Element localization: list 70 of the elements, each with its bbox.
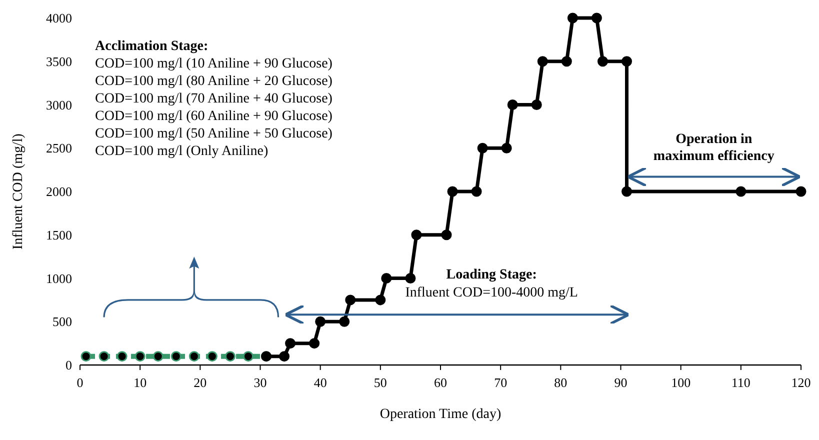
point bbox=[591, 12, 602, 24]
annotation: Operation in maximum efficiency bbox=[653, 132, 774, 164]
point bbox=[405, 273, 416, 284]
point bbox=[116, 351, 128, 362]
point bbox=[796, 186, 806, 197]
x-tick-label: 60 bbox=[434, 375, 447, 390]
point bbox=[537, 56, 548, 67]
y-axis-title: Influent COD (mg/l) bbox=[11, 133, 26, 250]
x-tick-label: 50 bbox=[374, 375, 387, 390]
x-tick-label: 80 bbox=[554, 375, 568, 390]
point bbox=[471, 186, 482, 197]
point bbox=[531, 100, 542, 110]
point bbox=[98, 351, 110, 362]
point bbox=[224, 351, 236, 362]
point bbox=[622, 56, 632, 67]
point bbox=[309, 338, 320, 349]
annotation: Loading Stage: bbox=[446, 268, 537, 283]
x-tick-label: 10 bbox=[134, 375, 147, 390]
y-tick-label: 500 bbox=[52, 314, 72, 330]
point bbox=[411, 230, 422, 240]
y-tick-label: 1500 bbox=[46, 227, 72, 242]
x-tick-label: 40 bbox=[314, 375, 327, 390]
annotation: COD=100 mg/l (50 Aniline + 50 Glucose) bbox=[95, 126, 333, 142]
annotation: Influent COD=100-4000 mg/L bbox=[405, 286, 578, 301]
point bbox=[375, 294, 386, 306]
point bbox=[381, 273, 392, 284]
point bbox=[501, 142, 512, 154]
y-tick-label: 3000 bbox=[46, 97, 72, 112]
point bbox=[345, 294, 356, 306]
point bbox=[561, 56, 572, 67]
y-tick-label: 2000 bbox=[46, 184, 72, 199]
y-tick-label: 1000 bbox=[46, 270, 72, 286]
x-tick-label: 0 bbox=[76, 375, 84, 390]
annotation: COD=100 mg/l (60 Aniline + 90 Glucose) bbox=[95, 109, 333, 124]
y-tick-label: 2500 bbox=[46, 140, 72, 156]
point bbox=[736, 186, 746, 197]
y-tick-label: 4000 bbox=[46, 10, 72, 26]
point bbox=[507, 100, 518, 110]
y-tick-label: 0 bbox=[66, 358, 72, 372]
point bbox=[339, 316, 350, 327]
point bbox=[477, 142, 488, 154]
x-tick-label: 110 bbox=[731, 375, 750, 390]
point bbox=[170, 351, 182, 362]
x-axis-title: Operation Time (day) bbox=[380, 407, 502, 422]
point bbox=[597, 56, 608, 67]
point bbox=[447, 186, 458, 197]
point bbox=[567, 12, 578, 24]
annotation: COD=100 mg/l (10 Aniline + 90 Glucose) bbox=[95, 56, 333, 72]
y-tick-label: 3500 bbox=[46, 54, 72, 69]
point bbox=[285, 338, 296, 349]
x-tick-label: 70 bbox=[494, 375, 508, 390]
annotation: COD=100 mg/l (70 Aniline + 40 Glucose) bbox=[95, 92, 333, 106]
point bbox=[279, 351, 290, 362]
point bbox=[242, 351, 254, 362]
annotation: Acclimation Stage: bbox=[95, 39, 208, 54]
point bbox=[134, 351, 146, 362]
x-tick-label: 20 bbox=[194, 375, 207, 390]
x-tick-label: 90 bbox=[614, 375, 628, 390]
x-tick-label: 120 bbox=[791, 375, 811, 390]
point bbox=[441, 230, 452, 240]
point bbox=[622, 186, 632, 197]
annotation: COD=100 mg/l (80 Aniline + 20 Glucose) bbox=[95, 74, 333, 89]
point bbox=[80, 351, 92, 362]
point bbox=[188, 351, 200, 362]
point bbox=[152, 351, 164, 362]
x-tick-label: 100 bbox=[671, 375, 691, 390]
point bbox=[315, 316, 326, 327]
point bbox=[206, 351, 218, 362]
annotation: COD=100 mg/l (Only Aniline) bbox=[95, 144, 269, 159]
x-tick-label: 30 bbox=[254, 375, 267, 390]
